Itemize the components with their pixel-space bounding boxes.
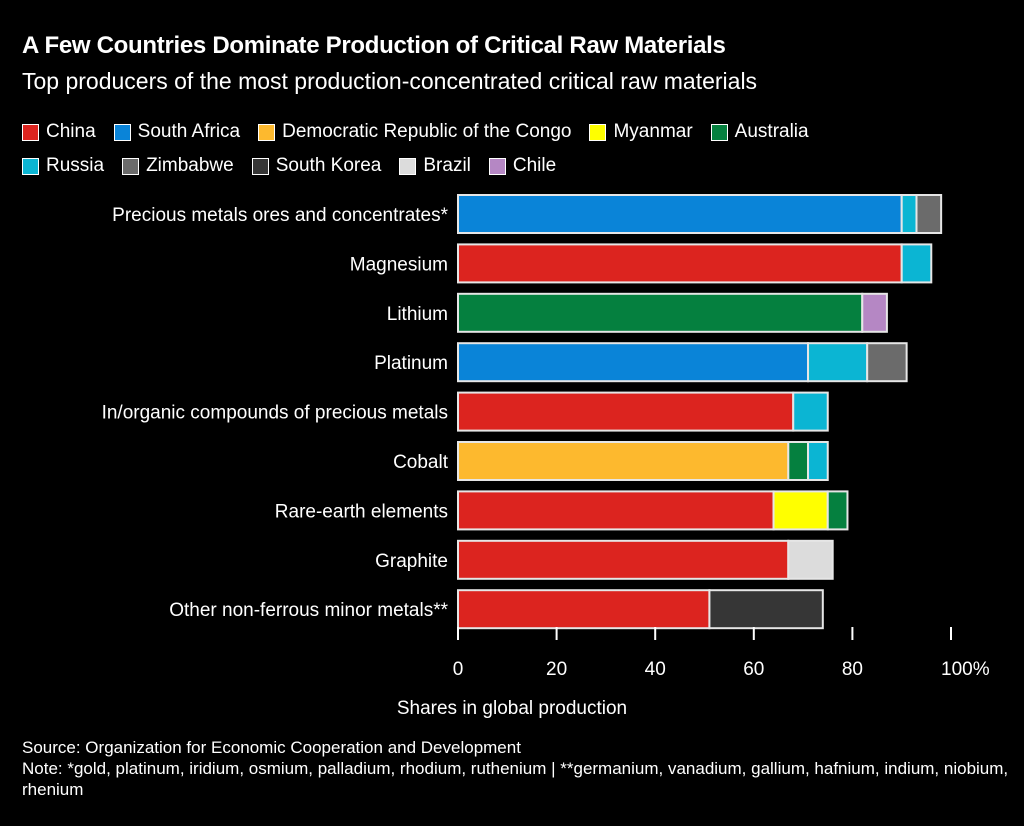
bar-segment: [772, 490, 829, 531]
legend-item: Russia: [22, 155, 104, 177]
source-text: Source: Organization for Economic Cooper…: [22, 738, 521, 757]
legend-label: Brazil: [423, 155, 471, 176]
legend-item: South Korea: [251, 155, 382, 177]
category-label: Lithium: [387, 304, 448, 325]
category-label: Platinum: [374, 353, 448, 374]
bar-segment: [457, 490, 775, 531]
bar-chart: Precious metals ores and concentrates* Ma…: [102, 194, 990, 719]
legend-swatch: [122, 157, 140, 175]
legend-swatch: [589, 123, 607, 141]
legend-label: South Korea: [275, 155, 382, 176]
x-tick-label: 0: [453, 659, 464, 680]
bar-segment: [866, 342, 908, 383]
legend-item: Chile: [488, 155, 557, 177]
bar-segment: [915, 194, 943, 234]
bar-segment: [457, 194, 903, 234]
bar-segment: [457, 539, 790, 580]
category-label: Cobalt: [393, 452, 449, 473]
legend-swatch: [22, 157, 39, 175]
legend-swatch: [258, 123, 276, 141]
legend-swatch: [251, 157, 269, 175]
bar-segment: [807, 441, 829, 481]
x-tick-label: 20: [546, 659, 567, 680]
legend-label: China: [46, 121, 96, 142]
bar-segment: [787, 539, 834, 580]
legend-item: Zimbabwe: [122, 155, 234, 177]
bar-segment: [457, 243, 903, 284]
legend-item: Brazil: [399, 155, 471, 177]
chart-subtitle: Top producers of the most production-con…: [22, 68, 758, 94]
legend-label: Democratic Republic of the Congo: [282, 121, 572, 142]
legend-label: Russia: [46, 155, 105, 176]
category-label: Precious metals ores and concentrates*: [112, 205, 448, 226]
category-label: Other non-ferrous minor metals**: [169, 600, 448, 621]
bar-segment: [457, 391, 795, 432]
legend-label: Australia: [734, 121, 809, 142]
bar-segment: [457, 589, 711, 630]
category-label: In/organic compounds of precious metals: [102, 403, 448, 424]
legend-swatch: [399, 157, 417, 175]
legend-item: South Africa: [113, 121, 241, 143]
legend: Russia Zimbabwe South Korea Brazil Chile: [22, 155, 556, 177]
legend-label: Zimbabwe: [146, 155, 234, 176]
legend-label: Chile: [512, 155, 557, 176]
legend-item: Democratic Republic of the Congo: [258, 121, 571, 143]
bar-segment: [826, 490, 849, 531]
source-notes: Source: Organization for Economic Cooper…: [22, 737, 1012, 800]
category-label: Magnesium: [350, 254, 448, 275]
legend-label: Myanmar: [613, 121, 693, 142]
x-axis-label: Shares in global production: [397, 698, 627, 719]
x-tick-label: 40: [645, 659, 666, 680]
legend: China South Africa Democratic Republic of …: [22, 121, 809, 143]
bar-segment: [792, 391, 829, 432]
x-tick-label: 60: [743, 659, 764, 680]
legend-item: China: [22, 121, 96, 143]
category-label: Graphite: [375, 551, 448, 572]
legend-swatch: [113, 123, 131, 141]
legend-item: Myanmar: [589, 121, 693, 143]
legend-swatch: [22, 123, 39, 141]
bar-segment: [900, 194, 918, 234]
chart-title: A Few Countries Dominate Production of C…: [22, 32, 726, 59]
category-label: Rare-earth elements: [275, 501, 448, 522]
bar-segment: [457, 292, 864, 333]
bar-segment: [708, 589, 824, 630]
legend-swatch: [488, 157, 506, 175]
note-text: Note: *gold, platinum, iridium, osmium, …: [22, 759, 1009, 799]
bar-segment: [900, 243, 933, 284]
bar-segment: [457, 441, 790, 481]
legend-swatch: [710, 123, 728, 141]
legend-label: South Africa: [137, 121, 241, 142]
x-tick-label: 100%: [941, 659, 990, 680]
x-tick-label: 80: [842, 659, 863, 680]
bar-segment: [457, 342, 810, 383]
bar-segment: [787, 441, 810, 481]
bar-segment: [861, 292, 888, 333]
legend-item: Australia: [710, 121, 809, 143]
bar-segment: [807, 342, 869, 383]
